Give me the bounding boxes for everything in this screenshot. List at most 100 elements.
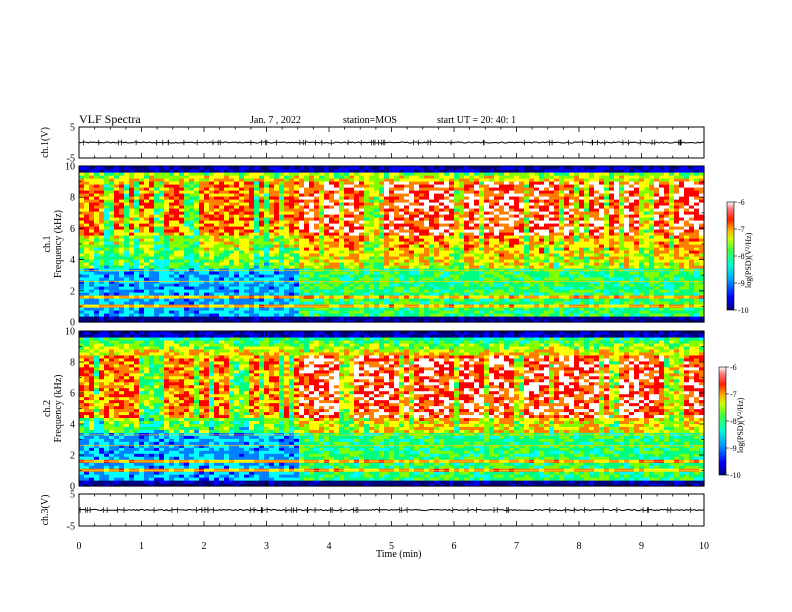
- spectrogram-cell: [539, 217, 545, 221]
- spectrogram-cell: [399, 277, 405, 281]
- spectrogram-cell: [309, 184, 315, 188]
- spectrogram-cell: [299, 226, 305, 230]
- spectrogram-cell: [514, 307, 520, 311]
- spectrogram-cell: [489, 232, 495, 236]
- spectrogram-cell: [434, 175, 440, 179]
- spectrogram-cell: [364, 274, 370, 278]
- spectrogram-cell: [214, 298, 220, 302]
- spectrogram-cell: [229, 166, 235, 170]
- spectrogram-cell: [409, 184, 415, 188]
- spectrogram-cell: [134, 268, 140, 272]
- spectrogram-cell: [299, 292, 305, 296]
- spectrogram-cell: [334, 286, 340, 290]
- spectrogram-cell: [89, 208, 95, 212]
- spectrogram-cell: [384, 271, 390, 275]
- spectrogram-cell: [254, 208, 260, 212]
- spectrogram-cell: [534, 229, 540, 233]
- spectrogram-cell: [354, 175, 360, 179]
- spectrogram-cell: [389, 229, 395, 233]
- spectrogram-cell: [309, 169, 315, 173]
- spectrogram-cell: [429, 196, 435, 200]
- spectrogram-cell: [259, 235, 265, 239]
- spectrogram-cell: [539, 316, 545, 320]
- spectrogram-cell: [119, 289, 125, 293]
- spectrogram-cell: [364, 235, 370, 239]
- spectrogram-cell: [409, 229, 415, 233]
- spectrogram-cell: [469, 223, 475, 227]
- spectrogram-cell: [269, 193, 275, 197]
- spectrogram-cell: [214, 181, 220, 185]
- spectrogram-cell: [404, 187, 410, 191]
- spectrogram-cell: [454, 211, 460, 215]
- spectrogram-cell: [399, 316, 405, 320]
- spectrogram-cell: [344, 175, 350, 179]
- spectrogram-cell: [229, 169, 235, 173]
- spectrogram-cell: [224, 226, 230, 230]
- spectrogram-cell: [289, 262, 295, 266]
- spectrogram-cell: [369, 202, 375, 206]
- spectrogram-cell: [484, 235, 490, 239]
- spectrogram-cell: [524, 316, 530, 320]
- spectrogram-cell: [249, 232, 255, 236]
- spectrogram-cell: [254, 220, 260, 224]
- spectrogram-cell: [204, 265, 210, 269]
- spectrogram-cell: [159, 211, 165, 215]
- spectrogram-cell: [459, 229, 465, 233]
- spectrogram-cell: [349, 256, 355, 260]
- spectrogram-cell: [209, 166, 215, 170]
- spectrogram-cell: [444, 199, 450, 203]
- spectrogram-cell: [199, 190, 205, 194]
- spectrogram-cell: [279, 169, 285, 173]
- spectrogram-cell: [104, 193, 110, 197]
- spectrogram-cell: [154, 214, 160, 218]
- spectrogram-cell: [459, 166, 465, 170]
- spectrogram-cell: [279, 178, 285, 182]
- spectrogram-cell: [499, 268, 505, 272]
- spectrogram-cell: [199, 310, 205, 314]
- spectrogram-cell: [519, 211, 525, 215]
- spectrogram-cell: [284, 256, 290, 260]
- spectrogram-cell: [154, 238, 160, 242]
- spectrogram-cell: [464, 211, 470, 215]
- spectrogram-cell: [194, 253, 200, 257]
- spectrogram-cell: [289, 232, 295, 236]
- spectrogram-cell: [254, 319, 260, 323]
- spectrogram-cell: [189, 223, 195, 227]
- spectrogram-cell: [369, 274, 375, 278]
- spectrogram-cell: [389, 184, 395, 188]
- spectrogram-cell: [219, 169, 225, 173]
- spectrogram-cell: [539, 292, 545, 296]
- spectrogram-cell: [294, 205, 300, 209]
- spectrogram-cell: [444, 262, 450, 266]
- spectrogram-cell: [359, 307, 365, 311]
- spectrogram-cell: [329, 184, 335, 188]
- spectrogram-cell: [424, 214, 430, 218]
- spectrogram-cell: [329, 199, 335, 203]
- spectrogram-cell: [304, 271, 310, 275]
- spectrogram-cell: [174, 169, 180, 173]
- spectrogram-cell: [334, 172, 340, 176]
- spectrogram-cell: [499, 223, 505, 227]
- spectrogram-cell: [259, 166, 265, 170]
- spectrogram-cell: [364, 187, 370, 191]
- spectrogram-cell: [394, 199, 400, 203]
- spectrogram-cell: [154, 235, 160, 239]
- spectrogram-cell: [184, 298, 190, 302]
- spectrogram-cell: [469, 292, 475, 296]
- spectrogram-cell: [484, 316, 490, 320]
- spectrogram-cell: [159, 289, 165, 293]
- spectrogram-cell: [179, 283, 185, 287]
- spectrogram-cell: [124, 199, 130, 203]
- spectrogram-cell: [504, 259, 510, 263]
- spectrogram-cell: [249, 178, 255, 182]
- spectrogram-cell: [459, 307, 465, 311]
- spectrogram-cell: [84, 238, 90, 242]
- spectrogram-cell: [539, 223, 545, 227]
- spectrogram-cell: [339, 247, 345, 251]
- spectrogram-cell: [334, 277, 340, 281]
- spectrogram-cell: [209, 178, 215, 182]
- spectrogram-cell: [214, 172, 220, 176]
- spectrogram-cell: [514, 238, 520, 242]
- spectrogram-cell: [194, 316, 200, 320]
- spectrogram-cell: [499, 184, 505, 188]
